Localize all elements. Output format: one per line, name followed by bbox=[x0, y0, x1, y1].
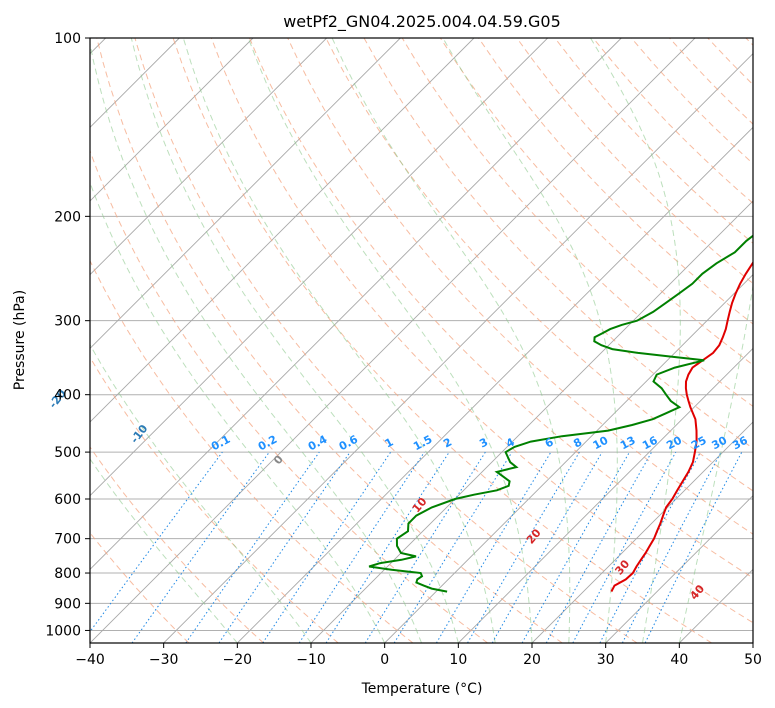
x-tick-label: 0 bbox=[380, 652, 389, 668]
mixing-ratio-label: 16 bbox=[640, 434, 660, 453]
isotherm bbox=[90, 38, 475, 423]
mixing-ratio-line bbox=[90, 451, 223, 633]
isotherm bbox=[163, 53, 753, 643]
x-tick-label: −10 bbox=[296, 652, 326, 668]
isotherm bbox=[90, 38, 622, 570]
x-tick-label: 20 bbox=[523, 652, 541, 668]
moist-adiabat bbox=[90, 41, 422, 643]
y-tick-label: 400 bbox=[54, 388, 81, 404]
isotherm bbox=[310, 200, 753, 643]
mixing-ratio-label: 25 bbox=[689, 434, 709, 453]
moist-adiabat bbox=[442, 38, 618, 643]
y-tick-label: 200 bbox=[54, 209, 81, 225]
moist-adiabat bbox=[90, 343, 312, 643]
plot-area bbox=[90, 38, 753, 643]
dry-adiabat bbox=[516, 38, 753, 285]
isotherm bbox=[384, 274, 753, 643]
isotherm bbox=[237, 126, 753, 643]
isotherm bbox=[90, 38, 696, 643]
mixing-ratio-line bbox=[218, 451, 351, 643]
dry-adiabat bbox=[90, 446, 264, 643]
moist-adiabat bbox=[331, 38, 571, 643]
moist-adiabat bbox=[90, 458, 238, 643]
y-tick-label: 100 bbox=[54, 31, 81, 47]
x-tick-label: −40 bbox=[75, 652, 105, 668]
y-axis-label: Pressure (hPa) bbox=[12, 290, 28, 390]
temperature-line bbox=[610, 261, 753, 593]
dry-adiabat bbox=[172, 38, 712, 643]
isotherm bbox=[458, 347, 753, 643]
mixing-ratio-line bbox=[644, 451, 743, 643]
y-tick-label: 1000 bbox=[45, 623, 81, 639]
x-tick-label: −20 bbox=[223, 652, 253, 668]
dry-adiabat bbox=[249, 38, 753, 579]
y-tick-label: 300 bbox=[54, 314, 81, 330]
plot-frame bbox=[89, 37, 754, 644]
dry-adiabat bbox=[287, 38, 753, 535]
mixing-ratio-line bbox=[393, 451, 513, 643]
dry-adiabat bbox=[90, 259, 414, 643]
mixing-ratio-line bbox=[131, 451, 270, 643]
isotherm bbox=[752, 642, 753, 643]
mixing-ratio-line bbox=[262, 451, 392, 643]
mixing-ratio-line bbox=[545, 451, 653, 643]
y-tick-label: 800 bbox=[54, 566, 81, 582]
isotherm bbox=[90, 38, 254, 202]
isotherm bbox=[90, 38, 327, 276]
isotherm bbox=[605, 495, 753, 643]
dry-adiabat bbox=[325, 38, 753, 492]
mixing-ratio-label: 10 bbox=[591, 433, 611, 452]
mixing-ratio-line bbox=[298, 451, 425, 643]
x-tick-label: 40 bbox=[670, 652, 688, 668]
mixing-ratio-line bbox=[572, 451, 677, 643]
mixing-ratio-label: 13 bbox=[618, 434, 638, 453]
moist-adiabat bbox=[182, 38, 496, 643]
x-tick-label: −30 bbox=[149, 652, 179, 668]
moist-adiabat bbox=[590, 38, 681, 643]
moist-adiabat bbox=[247, 38, 533, 643]
y-tick-label: 500 bbox=[54, 445, 81, 461]
mixing-ratio-label: 20 bbox=[664, 433, 684, 452]
mixing-ratio-label: 36 bbox=[730, 434, 750, 453]
dewpoint-line bbox=[368, 234, 753, 593]
x-tick-label: 10 bbox=[449, 652, 467, 668]
y-tick-label: 700 bbox=[54, 532, 81, 548]
y-tick-label: 900 bbox=[54, 596, 81, 612]
isotherm bbox=[531, 421, 753, 643]
chart-grid bbox=[90, 38, 753, 643]
x-tick-label: 50 bbox=[744, 652, 762, 668]
y-tick-label: 600 bbox=[54, 492, 81, 508]
dry-adiabat bbox=[96, 38, 563, 643]
mixing-ratio-line bbox=[185, 451, 320, 643]
mixing-ratio-label: 30 bbox=[710, 434, 730, 453]
mixing-ratio-line bbox=[521, 451, 630, 643]
x-axis-label: Temperature (°C) bbox=[361, 681, 483, 697]
dry-adiabat bbox=[210, 38, 753, 624]
moist-adiabat bbox=[678, 283, 753, 643]
x-tick-label: 30 bbox=[597, 652, 615, 668]
isotherm bbox=[90, 38, 548, 497]
chart-ticks: −40 −30 −20 −10 0 10 20 30 40 50 100 200 300 400 500 60… bbox=[45, 31, 762, 668]
chart-title: wetPf2_GN04.2025.004.04.59.G05 bbox=[283, 12, 561, 32]
dry-adiabat bbox=[90, 356, 339, 643]
moist-adiabat bbox=[130, 38, 459, 643]
dry-adiabat bbox=[134, 38, 638, 643]
chart-series bbox=[368, 234, 753, 593]
